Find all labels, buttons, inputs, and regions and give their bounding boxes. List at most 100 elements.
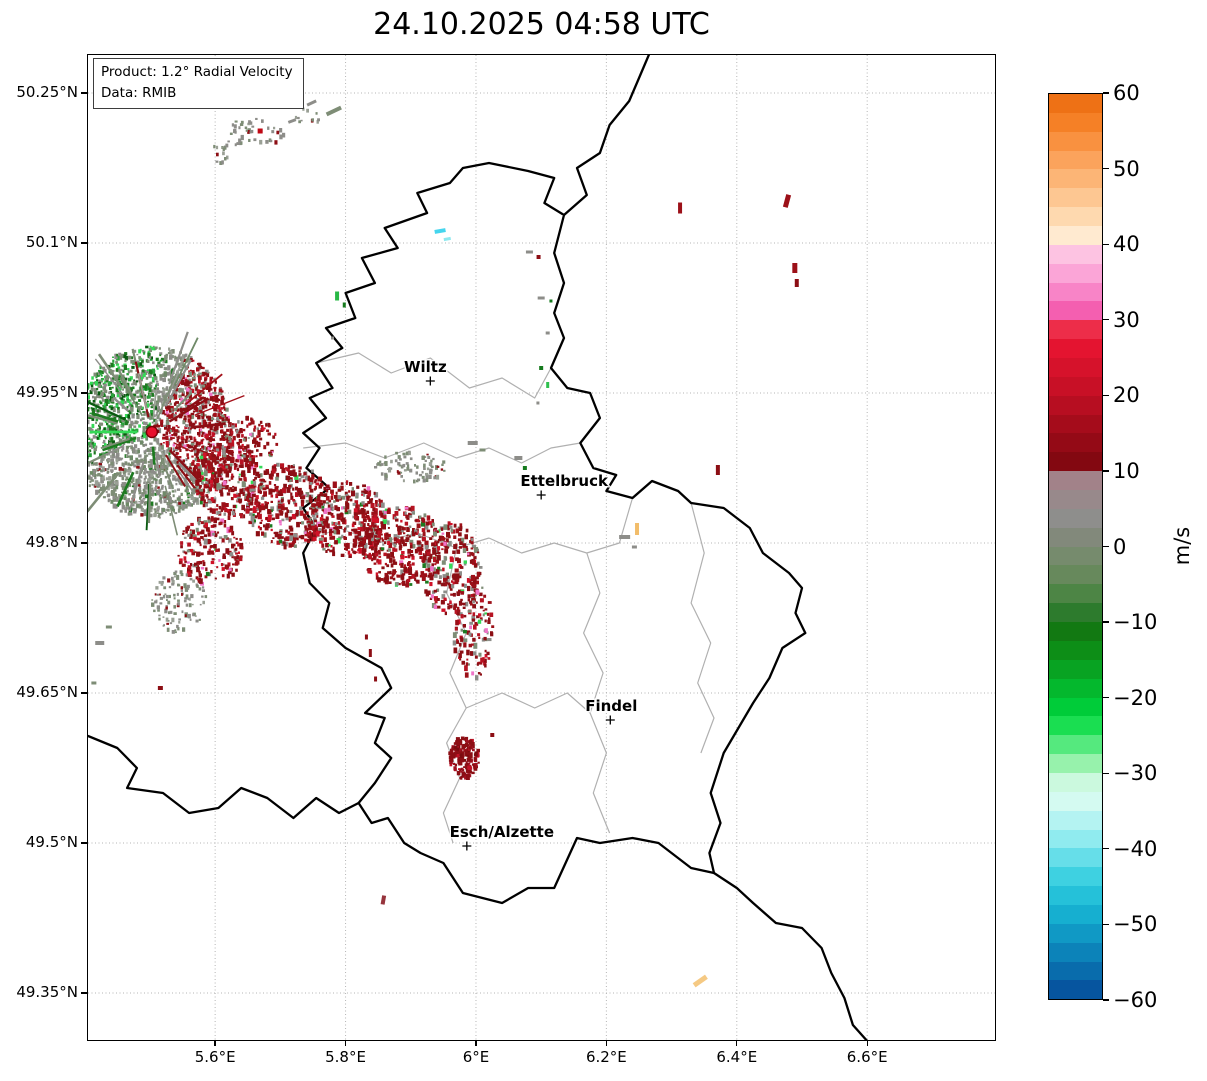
colorbar-unit-label: m/s	[1170, 526, 1194, 566]
y-tick-mark	[81, 392, 87, 394]
colorbar-segment	[1049, 923, 1102, 943]
colorbar-segment	[1049, 244, 1102, 264]
colorbar-tick-label: −60	[1113, 988, 1158, 1012]
colorbar-segment	[1049, 433, 1102, 453]
x-tick-mark	[475, 1040, 477, 1046]
colorbar-segment	[1049, 527, 1102, 547]
colorbar-segment	[1049, 829, 1102, 849]
colorbar-tick-mark	[1103, 999, 1109, 1001]
colorbar-segment	[1049, 754, 1102, 773]
colorbar-tick-mark	[1103, 923, 1109, 926]
echo-cluster-north-specks-3	[294, 107, 320, 124]
colorbar-tick-label: 40	[1113, 232, 1140, 257]
colorbar-tick-label: −20	[1113, 685, 1158, 710]
colorbar-segment	[1049, 452, 1102, 472]
colorbar-tick-mark	[1103, 167, 1109, 170]
colorbar-tick-mark	[1103, 772, 1109, 774]
colorbar-segment	[1049, 904, 1102, 924]
x-tick-mark	[866, 1040, 868, 1046]
colorbar-tick-mark	[1103, 697, 1109, 699]
colorbar-segment	[1049, 886, 1102, 905]
germany-france-border	[712, 871, 868, 1040]
colorbar-tick-mark	[1103, 319, 1109, 321]
radar-echoes	[88, 107, 495, 780]
city-marker-icon	[425, 376, 435, 386]
colorbar-segment	[1049, 207, 1102, 227]
colorbar-segment	[1049, 188, 1102, 208]
colorbar-segment	[1049, 791, 1102, 811]
colorbar-segment	[1049, 339, 1102, 359]
echo-cluster-north-specks-1	[229, 117, 286, 147]
colorbar-segment	[1049, 358, 1102, 377]
city-findel: Findel	[584, 696, 639, 725]
y-tick-mark	[81, 992, 87, 994]
x-tick-label: 6.2°E	[585, 1048, 627, 1066]
colorbar-segment	[1049, 94, 1102, 113]
colorbar-tick-label: −10	[1113, 610, 1158, 635]
city-ettelbruck: Ettelbruck	[519, 471, 610, 500]
colorbar-segment	[1049, 471, 1102, 491]
city-marker-icon	[605, 715, 615, 725]
city-marker-icon	[536, 490, 546, 500]
colorbar-segment	[1049, 942, 1102, 962]
plot-title: 24.10.2025 04:58 UTC	[373, 7, 710, 42]
colorbar-segment	[1049, 697, 1102, 717]
x-tick-label: 6.6°E	[846, 1048, 888, 1066]
y-tick-label: 50.1°N	[25, 233, 78, 251]
colorbar-segment	[1049, 867, 1102, 887]
echo-cluster-north-specks-2	[213, 140, 230, 165]
colorbar-tick-label: 60	[1113, 81, 1140, 105]
colorbar-segment	[1049, 584, 1102, 604]
city-wiltz: Wiltz	[402, 357, 448, 386]
y-tick-mark	[81, 242, 87, 244]
colorbar-tick-mark	[1103, 470, 1109, 472]
colorbar-segment	[1049, 301, 1102, 321]
echo-cluster-band-5	[421, 521, 483, 616]
colorbar-tick-label: −30	[1113, 761, 1158, 786]
y-tick-label: 49.35°N	[16, 983, 78, 1001]
city-esch-alzette: Esch/Alzette	[448, 822, 556, 851]
belgium-france-border	[88, 734, 360, 820]
colorbar-tick-mark	[1103, 545, 1109, 548]
colorbar-tick-mark	[1103, 243, 1109, 245]
colorbar-segment	[1049, 112, 1102, 132]
y-tick-label: 50.25°N	[16, 83, 78, 101]
colorbar-segment	[1049, 810, 1102, 830]
luxembourg-border	[302, 161, 807, 905]
colorbar-segment	[1049, 150, 1102, 170]
city-marker-icon	[462, 841, 472, 851]
y-tick-label: 49.95°N	[16, 383, 78, 401]
y-tick-label: 49.65°N	[16, 683, 78, 701]
echo-cluster-radar-clutter	[88, 331, 245, 536]
x-tick-mark	[214, 1040, 216, 1046]
colorbar-tick-mark	[1103, 848, 1109, 850]
colorbar-tick-label: 0	[1113, 534, 1127, 559]
y-tick-mark	[81, 842, 87, 844]
colorbar-segment	[1049, 980, 1102, 1000]
echo-cluster-band-8	[225, 415, 279, 465]
radar-site-marker	[145, 425, 159, 439]
belgium-germany-border	[562, 55, 650, 217]
city-label: Findel	[585, 697, 637, 715]
colorbar-tick-label: −40	[1113, 836, 1158, 861]
colorbar-tick-mark	[1103, 394, 1109, 396]
y-tick-label: 49.8°N	[25, 533, 78, 551]
colorbar-segment	[1049, 678, 1102, 698]
colorbar-segment	[1049, 961, 1102, 981]
colorbar-segment	[1049, 659, 1102, 679]
echo-cluster-band-7	[177, 516, 244, 586]
x-tick-label: 6°E	[462, 1048, 490, 1066]
colorbar-segment	[1049, 622, 1102, 641]
colorbar-segment	[1049, 735, 1102, 755]
legend-box: Product: 1.2° Radial Velocity Data: RMIB	[93, 58, 304, 109]
y-tick-label: 49.5°N	[25, 833, 78, 851]
country-borders	[88, 55, 868, 1040]
echo-cluster-mid-gray-streak	[374, 450, 446, 484]
city-label: Ettelbruck	[520, 472, 609, 490]
colorbar-gradient	[1048, 93, 1103, 1000]
colorbar-segment	[1049, 320, 1102, 340]
x-tick-mark	[344, 1040, 347, 1046]
colorbar-segment	[1049, 131, 1102, 151]
echo-cluster-band-6	[452, 580, 495, 681]
y-tick-mark	[81, 92, 87, 94]
